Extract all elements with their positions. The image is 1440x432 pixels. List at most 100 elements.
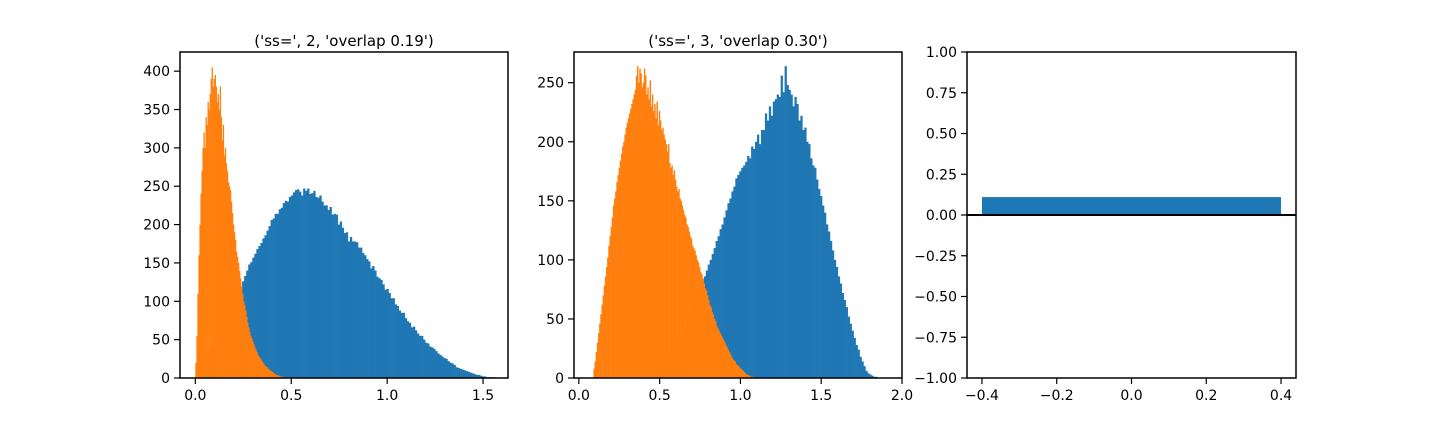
histogram-bar <box>277 375 280 378</box>
histogram-bar <box>861 361 864 378</box>
histogram-bar <box>721 337 724 378</box>
histogram-bar <box>245 310 247 378</box>
histogram-bar <box>219 86 222 378</box>
histogram-bar <box>724 342 726 378</box>
chart-1: 0.0 0.5 1.0 1.5 0 50 100 150 200 250 300 350 400 ('ss… <box>143 32 509 404</box>
histogram-bar <box>297 189 300 378</box>
histogram-bar <box>794 96 797 378</box>
histogram-bar <box>689 236 692 378</box>
histogram-bar <box>631 103 633 378</box>
histogram-bar <box>457 368 460 378</box>
histogram-bar <box>607 257 609 378</box>
histogram-bar <box>268 226 271 378</box>
histogram-bar <box>335 214 338 378</box>
y-tick-label: 50 <box>152 333 170 349</box>
histogram-bar <box>594 361 596 378</box>
y-tick-label: 100 <box>537 253 564 269</box>
histogram-bar <box>825 224 829 378</box>
histogram-bar <box>770 115 774 378</box>
y-tick-label: 350 <box>143 103 170 119</box>
histogram-bar <box>455 367 458 378</box>
histogram-bar <box>229 190 232 378</box>
histogram-bar <box>237 256 239 378</box>
histogram-bar <box>670 167 672 378</box>
histogram-bar <box>288 196 292 378</box>
histogram-bar <box>641 87 644 378</box>
histogram-bar <box>224 147 227 378</box>
histogram-bar <box>859 356 862 378</box>
axes-frame <box>573 51 903 379</box>
histogram-bar <box>734 361 736 378</box>
histogram-bar <box>600 314 602 378</box>
histogram-bar <box>388 292 391 378</box>
histogram-bar <box>671 165 673 378</box>
histogram-bar <box>693 248 695 378</box>
histogram-bar <box>682 210 685 378</box>
histogram-bar <box>710 307 712 378</box>
histogram-bar <box>238 262 240 378</box>
histogram-bar <box>619 160 622 378</box>
histogram-bar <box>731 356 733 378</box>
y-tick-label: 0.25 <box>926 167 957 183</box>
histogram-bar <box>321 201 324 378</box>
histogram-bar <box>610 226 613 378</box>
histogram-bar <box>731 191 734 378</box>
histogram-bar <box>218 109 221 378</box>
histogram-bar <box>416 333 420 378</box>
histogram-bar <box>305 190 308 378</box>
histogram-bar <box>686 224 688 378</box>
histogram-bar <box>655 118 657 378</box>
histogram-bar <box>681 205 684 378</box>
histogram-bar <box>461 369 465 378</box>
histogram-bar <box>311 193 314 378</box>
histogram-bar <box>757 134 760 378</box>
y-tick-label: 0.50 <box>926 127 957 143</box>
histogram-bar <box>762 129 766 378</box>
histogram-bar <box>674 179 677 378</box>
histogram-bar <box>814 167 817 378</box>
histogram-bar <box>315 196 318 378</box>
y-tick-label: 1.00 <box>926 45 957 61</box>
histogram-bar <box>372 266 375 378</box>
histogram-bar <box>412 326 416 378</box>
y-tick-label: 200 <box>143 218 170 234</box>
histogram-bar <box>743 372 746 378</box>
histogram-bar <box>853 337 856 378</box>
histogram-bar <box>701 274 703 378</box>
x-tick-label: −0.2 <box>1040 388 1074 404</box>
histogram-bar <box>623 141 625 378</box>
histogram-bar <box>368 261 371 378</box>
histogram-bar <box>267 368 269 378</box>
histogram-bar <box>640 73 642 378</box>
histogram-bar <box>716 326 718 378</box>
histogram-bar <box>319 195 322 378</box>
histogram-bar <box>651 94 654 378</box>
histogram-bar <box>268 369 270 378</box>
histogram-bar <box>726 347 728 378</box>
histogram-bar <box>255 349 257 378</box>
histogram-bar <box>749 158 752 378</box>
histogram-bar <box>700 271 702 378</box>
histogram-bar <box>327 210 330 378</box>
histogram-bar <box>441 356 444 378</box>
histogram-bar <box>778 96 781 378</box>
histogram-bar <box>596 342 599 378</box>
histogram-bar <box>662 127 664 378</box>
histogram-bar <box>755 141 758 378</box>
histogram-bar <box>242 293 244 378</box>
histogram-bar <box>243 301 245 378</box>
histogram-bar <box>688 231 691 378</box>
y-tick-label: −0.50 <box>914 290 957 306</box>
histogram-bar <box>459 368 462 378</box>
histogram-bar <box>329 206 332 378</box>
histogram-bar <box>659 120 662 378</box>
histogram-bar <box>473 374 477 378</box>
histogram-bar <box>358 247 361 378</box>
histogram-bar <box>364 255 367 378</box>
histogram-bar <box>703 283 705 378</box>
histogram-bar <box>301 195 304 378</box>
histogram-bar <box>667 144 670 378</box>
histogram-bar <box>309 193 312 378</box>
histogram-bar <box>325 205 328 378</box>
histogram-bar <box>443 358 446 378</box>
